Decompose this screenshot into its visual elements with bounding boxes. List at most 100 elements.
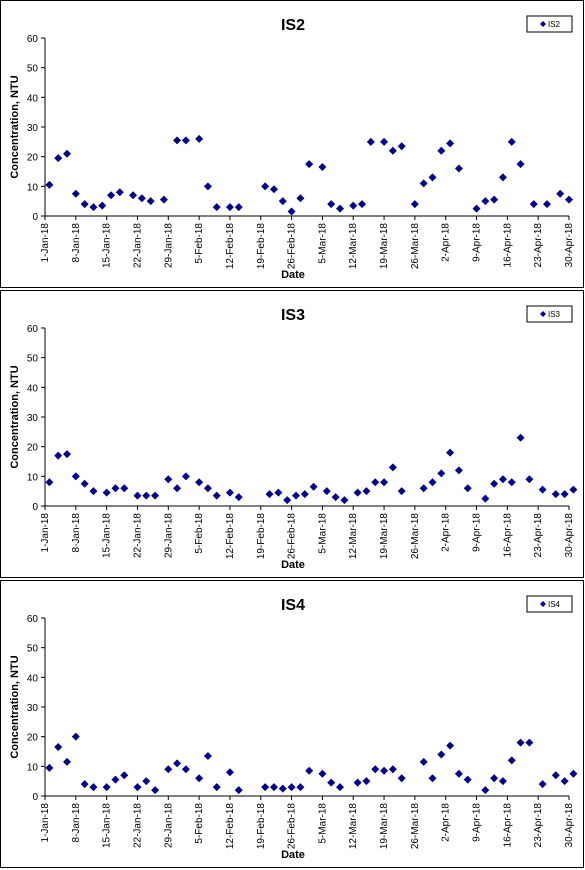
data-point: [195, 774, 204, 783]
data-point: [296, 783, 305, 792]
data-point: [45, 763, 54, 772]
data-point: [498, 173, 507, 182]
data-point: [336, 783, 345, 792]
x-tick-label: 26-Mar-18: [410, 513, 421, 560]
data-point: [410, 200, 419, 209]
data-point: [164, 765, 173, 774]
chart-panel-is3: IS3 0 10 20 30 40 50 60 1-Jan-18 8-Jan-18 15-Jan-1…: [0, 290, 584, 578]
data-point: [151, 786, 160, 795]
x-tick-label: 5-Feb-18: [194, 513, 205, 554]
x-tick-label: 19-Feb-18: [256, 513, 267, 560]
x-tick-label: 30-Apr-18: [564, 223, 575, 268]
data-point: [454, 164, 463, 173]
y-tick-label: 40: [27, 673, 39, 684]
legend-box: [526, 305, 573, 323]
x-tick-label: 1-Jan-18: [40, 223, 51, 263]
data-point: [529, 200, 538, 209]
data-point: [212, 783, 221, 792]
legend: IS4: [526, 595, 573, 613]
x-tick-label: 5-Feb-18: [194, 803, 205, 844]
data-point: [234, 203, 243, 212]
y-tick-label: 0: [32, 502, 38, 513]
data-point: [565, 195, 573, 204]
data-point: [225, 203, 234, 212]
data-point: [358, 200, 367, 209]
x-tick-label: 22-Jan-18: [132, 223, 143, 268]
x-tick-label: 15-Jan-18: [102, 513, 113, 558]
data-point: [327, 778, 336, 787]
y-tick-label: 20: [27, 443, 39, 454]
data-point: [437, 469, 446, 478]
data-point: [146, 197, 155, 206]
data-point: [265, 490, 274, 499]
data-point: [371, 478, 380, 487]
y-tick-label: 20: [27, 733, 39, 744]
y-tick-label: 10: [27, 182, 39, 193]
data-point: [490, 479, 499, 488]
data-point: [397, 487, 406, 496]
x-tick-label: 16-Apr-18: [502, 803, 513, 848]
data-point: [89, 783, 98, 792]
data-point: [296, 194, 305, 203]
data-point: [472, 204, 481, 213]
data-point: [159, 195, 168, 204]
data-point: [71, 472, 80, 481]
data-point: [419, 757, 428, 766]
x-tick-label: 12-Mar-18: [348, 223, 359, 270]
data-point: [516, 433, 525, 442]
data-point: [490, 774, 499, 783]
data-point: [538, 485, 547, 494]
data-point: [498, 475, 507, 484]
data-point: [507, 478, 516, 487]
data-point: [305, 160, 314, 169]
chart-svg: IS3 0 10 20 30 40 50 60 1-Jan-18 8-Jan-18 15-Jan-1…: [9, 305, 578, 571]
data-point: [300, 490, 309, 499]
data-point: [428, 774, 437, 783]
data-point: [278, 784, 287, 793]
data-point: [234, 493, 243, 502]
x-tick-label: 22-Jan-18: [132, 803, 143, 848]
x-tick-label: 19-Mar-18: [379, 803, 390, 850]
y-tick-label: 40: [27, 93, 39, 104]
data-point: [89, 203, 98, 212]
x-tick-label: 23-Apr-18: [533, 223, 544, 268]
y-tick-label: 30: [27, 123, 39, 134]
x-tick-label: 9-Apr-18: [472, 513, 483, 552]
data-point: [538, 780, 547, 789]
data-point: [463, 484, 472, 493]
data-point: [164, 475, 173, 484]
data-point: [111, 484, 120, 493]
data-point: [54, 743, 63, 752]
x-tick-label: 16-Apr-18: [502, 223, 513, 268]
data-point: [569, 485, 578, 494]
x-tick-label: 29-Jan-18: [163, 513, 174, 558]
data-point: [353, 778, 362, 787]
y-tick-label: 0: [32, 212, 38, 223]
x-tick-label: 15-Jan-18: [102, 803, 113, 848]
data-point: [89, 487, 98, 496]
data-point: [454, 769, 463, 778]
data-point: [340, 496, 349, 505]
data-point: [181, 136, 190, 145]
data-point: [525, 738, 534, 747]
data-point: [419, 179, 428, 188]
data-point: [542, 200, 551, 209]
y-tick-label: 50: [27, 644, 39, 655]
data-point: [309, 482, 318, 491]
data-point: [380, 766, 389, 775]
data-point: [274, 488, 283, 497]
x-tick-label: 5-Mar-18: [317, 223, 328, 264]
y-axis-title: Concentration, NTU: [9, 365, 21, 468]
x-tick-label: 8-Jan-18: [71, 223, 82, 263]
data-point: [560, 777, 569, 786]
data-point: [173, 759, 182, 768]
data-point: [362, 777, 371, 786]
data-point: [261, 182, 270, 191]
data-point: [234, 786, 243, 795]
data-point: [331, 493, 340, 502]
x-tick-label: 8-Jan-18: [71, 803, 82, 843]
x-axis-title: Date: [281, 269, 305, 281]
legend-label: IS3: [548, 310, 561, 319]
x-axis-title: Date: [281, 849, 305, 861]
x-tick-label: 5-Feb-18: [194, 223, 205, 264]
